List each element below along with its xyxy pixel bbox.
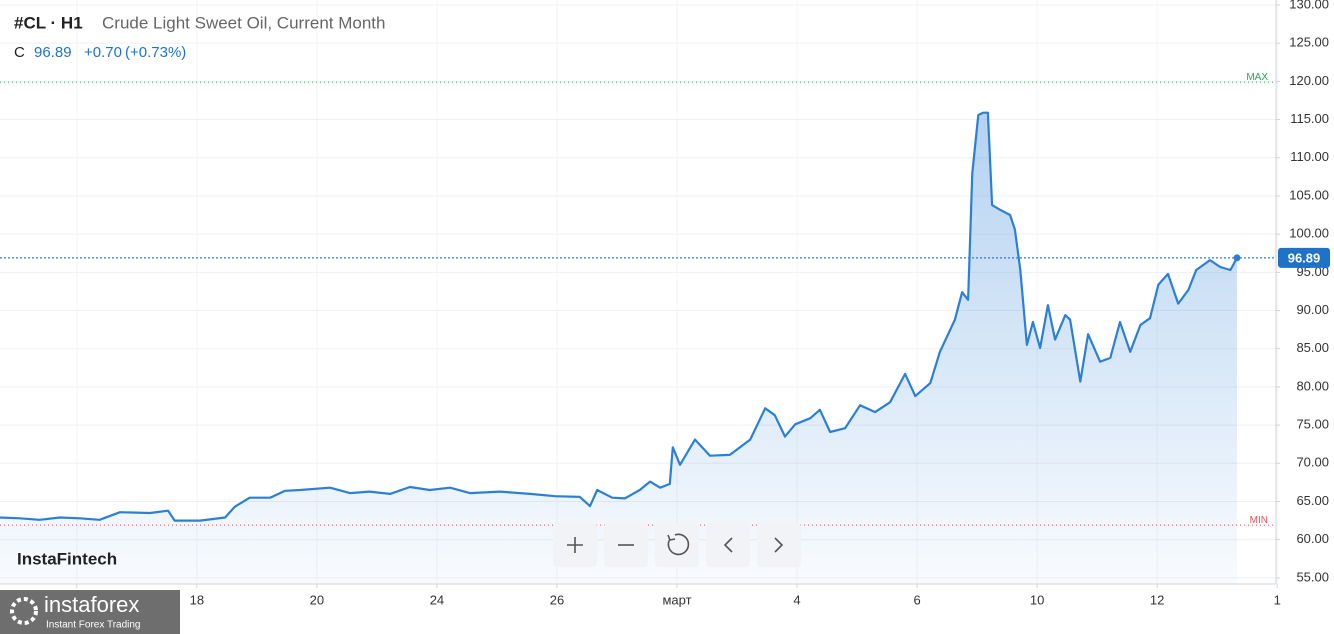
reset-button[interactable]: [655, 523, 699, 567]
last-price-label: 96.89: [1288, 250, 1321, 265]
min-line-label: MIN: [1250, 515, 1268, 526]
x-tick-label: 18: [190, 592, 204, 607]
y-tick-label: 55.00: [1296, 569, 1329, 584]
change: +0.70: [84, 44, 122, 61]
reset-icon: [667, 533, 690, 556]
x-tick-label: 10: [1030, 592, 1044, 607]
y-tick-label: 125.00: [1289, 35, 1329, 50]
scroll-left-button[interactable]: [706, 523, 750, 567]
y-tick-label: 70.00: [1296, 455, 1329, 470]
toolbar: [553, 523, 801, 567]
y-tick-label: 120.00: [1289, 73, 1329, 88]
change-percent: (+0.73%): [125, 44, 186, 61]
y-tick-label: 130.00: [1289, 0, 1329, 11]
left-icon: [723, 537, 733, 553]
brand: InstaFintech: [17, 549, 117, 568]
chart-title: Crude Light Sweet Oil, Current Month: [102, 13, 385, 32]
logo-tagline: Instant Forex Trading: [46, 620, 141, 631]
max-line-label: MAX: [1246, 72, 1268, 83]
x-tick-label: 6: [913, 592, 920, 607]
line: [0, 111, 1238, 522]
y-tick-label: 90.00: [1296, 302, 1329, 317]
y-tick-label: 115.00: [1290, 111, 1329, 126]
y-tick-label: 65.00: [1296, 493, 1329, 508]
x-tick-label: 20: [310, 592, 324, 607]
plot: MAX MIN: [0, 72, 1276, 584]
y-tick-label: 85.00: [1296, 340, 1329, 355]
y-tick-label: 100.00: [1289, 226, 1329, 241]
x-tick-label: 1: [1274, 592, 1281, 607]
scroll-right-button[interactable]: [757, 523, 801, 567]
plus-icon: [567, 537, 583, 553]
area: [0, 112, 1237, 584]
x-tick-label: 24: [430, 592, 444, 607]
y-tick-label: 110.00: [1290, 149, 1329, 164]
x-tick-label: март: [662, 592, 691, 607]
x-tick-label: 4: [793, 592, 800, 607]
close-value: 96.89: [34, 44, 72, 61]
y-tick-label: 60.00: [1296, 531, 1329, 546]
right-icon: [774, 537, 784, 553]
last-price-box: [1278, 247, 1330, 268]
x-tick-label: 26: [550, 592, 564, 607]
logo-text: instaforex: [44, 592, 139, 617]
logo: instaforex Instant Forex Trading: [0, 590, 180, 634]
y-tick-label: 75.00: [1296, 417, 1329, 432]
y-tick-label: 80.00: [1296, 378, 1329, 393]
symbol: #CL · H1: [14, 13, 83, 32]
x-tick-label: 12: [1150, 592, 1164, 607]
logo-background: [0, 590, 180, 634]
logo-icon: [10, 597, 38, 625]
last-point: [1233, 254, 1241, 262]
close-label: C: [14, 44, 25, 61]
y-tick-label: 105.00: [1289, 187, 1329, 202]
